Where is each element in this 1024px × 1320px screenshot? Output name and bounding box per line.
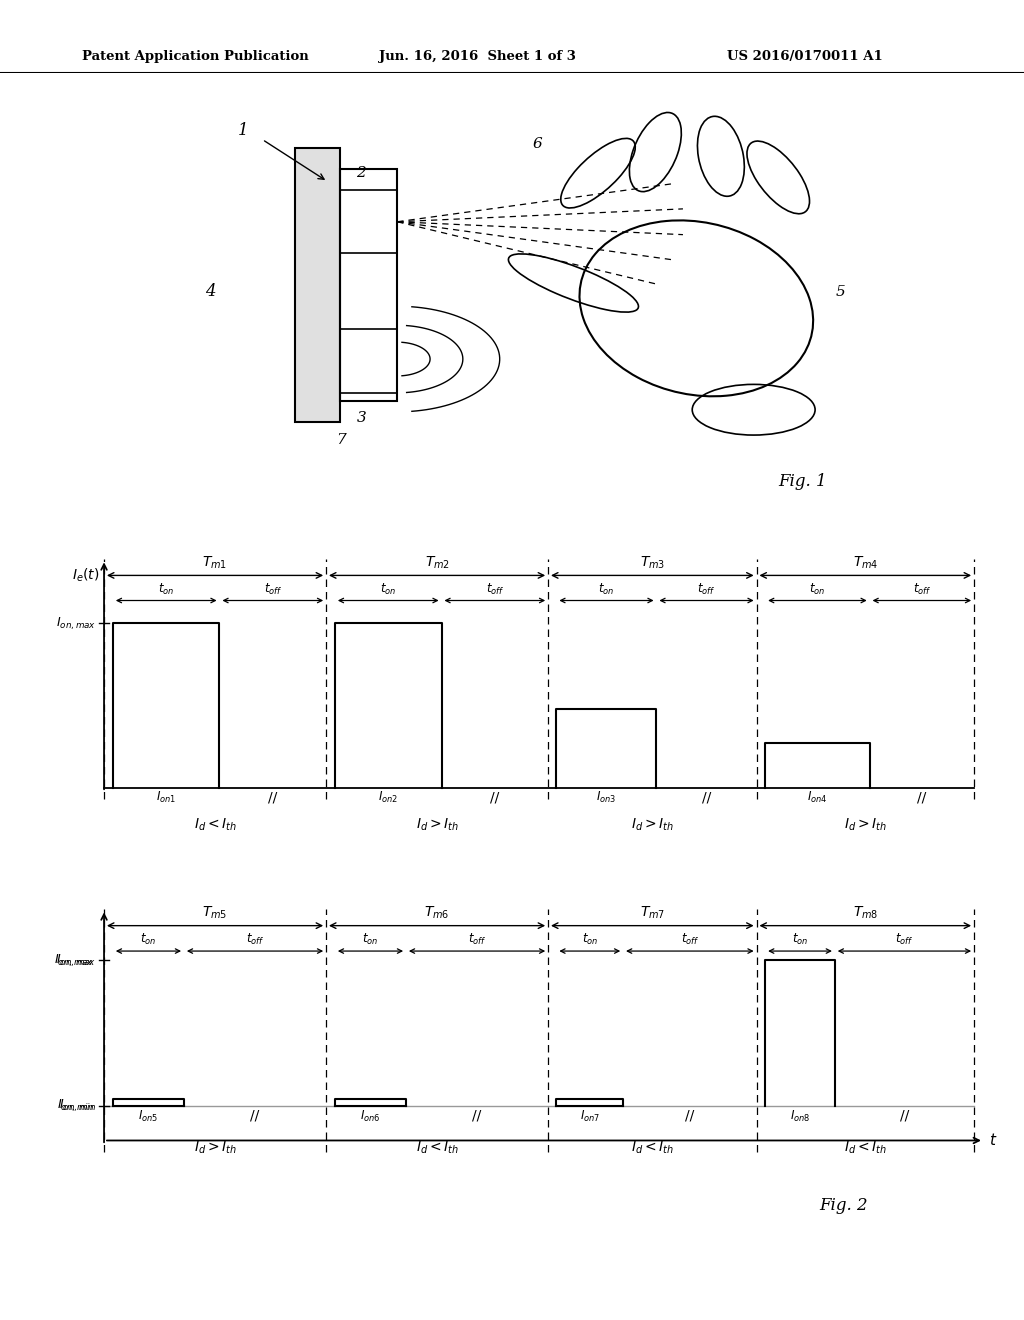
- Text: $I_d>I_{th}$: $I_d>I_{th}$: [194, 1140, 237, 1156]
- Text: $t_{on}$: $t_{on}$: [158, 582, 174, 597]
- Text: $t_{off}$: $t_{off}$: [263, 582, 282, 597]
- Text: Fig. 1: Fig. 1: [778, 473, 826, 490]
- Text: $I_e(t)$: $I_e(t)$: [72, 566, 99, 583]
- Text: $I_d<I_{th}$: $I_d<I_{th}$: [194, 817, 237, 833]
- Text: Patent Application Publication: Patent Application Publication: [82, 50, 308, 63]
- Text: $I_{on,min}$: $I_{on,min}$: [59, 1098, 96, 1114]
- Text: $I_{on,max}$: $I_{on,max}$: [56, 615, 96, 631]
- Text: 6: 6: [532, 137, 543, 150]
- Text: $I_d>I_{th}$: $I_d>I_{th}$: [844, 817, 887, 833]
- Text: $I_{on1}$: $I_{on1}$: [156, 791, 176, 805]
- Text: $I_{on,max}$: $I_{on,max}$: [56, 952, 96, 969]
- Text: //: //: [685, 1109, 694, 1123]
- Text: $t_{on}$: $t_{on}$: [380, 582, 396, 597]
- Text: $t_{off}$: $t_{off}$: [681, 932, 699, 946]
- Text: 2: 2: [356, 166, 367, 181]
- Bar: [295, 148, 340, 422]
- Text: $I_{on8}$: $I_{on8}$: [790, 1109, 810, 1123]
- Text: $t_{on}$: $t_{on}$: [598, 582, 614, 597]
- Text: 1: 1: [238, 123, 248, 139]
- Text: //: //: [268, 791, 278, 804]
- Text: $I_{on2}$: $I_{on2}$: [378, 791, 398, 805]
- Text: //: //: [472, 1109, 481, 1123]
- Text: $T_{m8}$: $T_{m8}$: [853, 904, 878, 921]
- Text: $t_{off}$: $t_{off}$: [246, 932, 264, 946]
- Bar: [340, 169, 397, 401]
- Text: $I_d<I_{th}$: $I_d<I_{th}$: [631, 1140, 674, 1156]
- Text: $I_{on,max}$: $I_{on,max}$: [54, 952, 94, 969]
- Text: $t_{on}$: $t_{on}$: [140, 932, 157, 946]
- Text: $I_{on7}$: $I_{on7}$: [580, 1109, 600, 1123]
- Text: $T_{m3}$: $T_{m3}$: [640, 554, 665, 570]
- Text: $t_{on}$: $t_{on}$: [582, 932, 598, 946]
- Text: //: //: [900, 1109, 909, 1123]
- Text: $T_{m2}$: $T_{m2}$: [425, 554, 450, 570]
- Text: US 2016/0170011 A1: US 2016/0170011 A1: [727, 50, 883, 63]
- Text: $I_{on6}$: $I_{on6}$: [360, 1109, 381, 1123]
- Text: $I_{on5}$: $I_{on5}$: [138, 1109, 159, 1123]
- Text: $T_{m6}$: $T_{m6}$: [424, 904, 450, 921]
- Text: 3: 3: [356, 412, 367, 425]
- Text: Jun. 16, 2016  Sheet 1 of 3: Jun. 16, 2016 Sheet 1 of 3: [379, 50, 575, 63]
- Text: //: //: [701, 791, 711, 804]
- Text: //: //: [251, 1109, 260, 1123]
- Text: $t_{on}$: $t_{on}$: [362, 932, 379, 946]
- Bar: [340, 190, 397, 253]
- Text: $t_{on}$: $t_{on}$: [792, 932, 808, 946]
- Text: Fig. 2: Fig. 2: [819, 1197, 867, 1214]
- Text: $t_{off}$: $t_{off}$: [895, 932, 913, 946]
- Text: 4: 4: [205, 282, 215, 300]
- Text: $T_{m7}$: $T_{m7}$: [640, 904, 665, 921]
- Text: $t_{off}$: $t_{off}$: [485, 582, 504, 597]
- Text: $t_{off}$: $t_{off}$: [697, 582, 716, 597]
- Text: $T_{m5}$: $T_{m5}$: [203, 904, 227, 921]
- Text: 7: 7: [336, 433, 346, 446]
- Text: $I_{on,min}$: $I_{on,min}$: [57, 1098, 94, 1114]
- Text: //: //: [918, 791, 927, 804]
- Text: $I_d<I_{th}$: $I_d<I_{th}$: [844, 1140, 887, 1156]
- Text: $I_{on3}$: $I_{on3}$: [596, 791, 616, 805]
- Text: $I_d<I_{th}$: $I_d<I_{th}$: [416, 1140, 459, 1156]
- Bar: [340, 330, 397, 393]
- Text: $T_{m4}$: $T_{m4}$: [853, 554, 878, 570]
- Text: $I_{on4}$: $I_{on4}$: [807, 791, 827, 805]
- Text: 5: 5: [836, 285, 846, 298]
- Text: $I_d>I_{th}$: $I_d>I_{th}$: [416, 817, 459, 833]
- Text: $t_{on}$: $t_{on}$: [809, 582, 825, 597]
- Text: //: //: [490, 791, 500, 804]
- Text: $t$: $t$: [989, 1133, 997, 1148]
- Text: $t_{off}$: $t_{off}$: [468, 932, 486, 946]
- Text: $t_{off}$: $t_{off}$: [912, 582, 931, 597]
- Text: $I_d>I_{th}$: $I_d>I_{th}$: [631, 817, 674, 833]
- Text: $T_{m1}$: $T_{m1}$: [203, 554, 227, 570]
